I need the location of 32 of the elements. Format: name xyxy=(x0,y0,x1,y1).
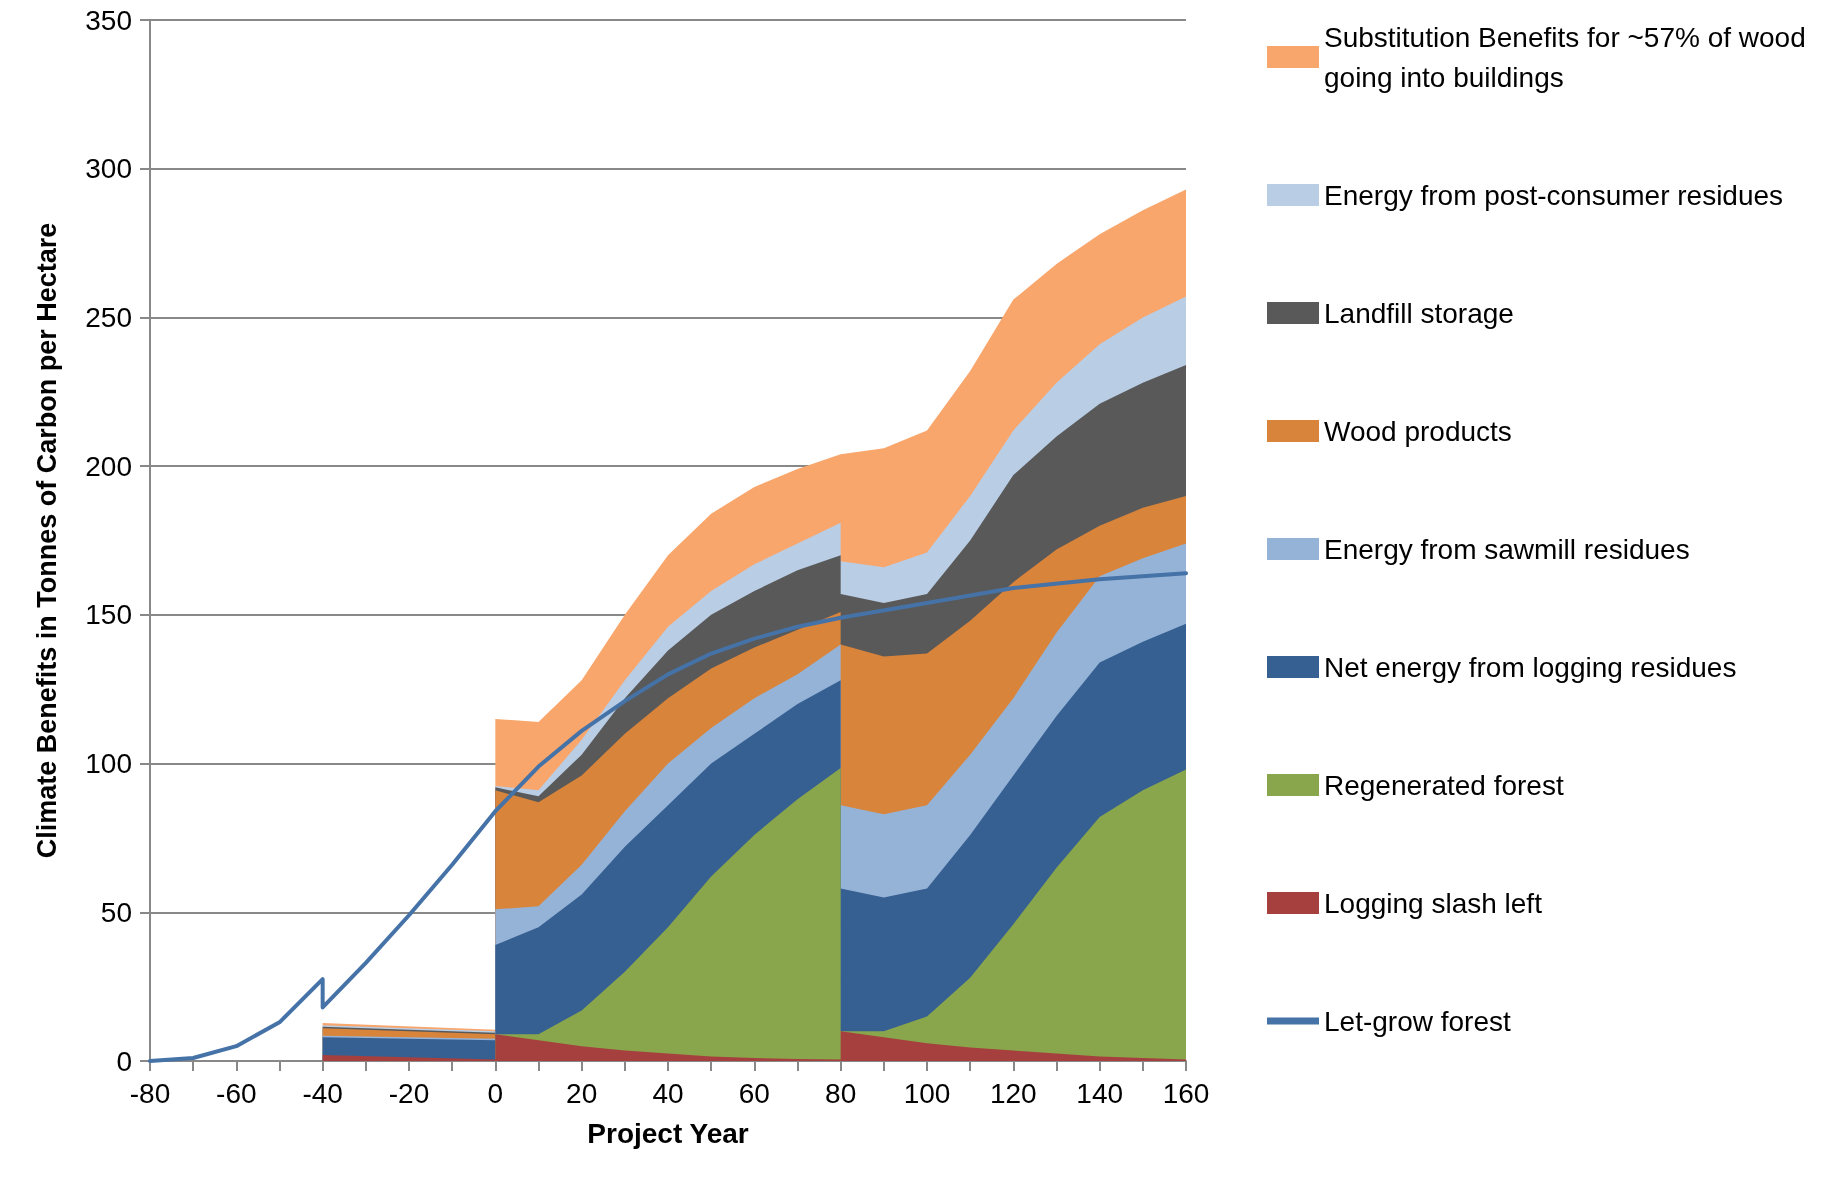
x-tick-label: 140 xyxy=(1076,1077,1124,1109)
x-tick-label: -80 xyxy=(129,1077,171,1109)
x-tick-label: 0 xyxy=(487,1077,504,1109)
x-tick-label: 120 xyxy=(989,1077,1037,1109)
legend-label: Energy from post-consumer residues xyxy=(1324,179,1784,211)
y-axis-title: Climate Benefits in Tonnes of Carbon per Hectare xyxy=(31,222,62,859)
y-tick-label: 150 xyxy=(85,599,132,631)
legend-label: Landfill storage xyxy=(1324,297,1514,329)
legend-label: Wood products xyxy=(1324,415,1512,447)
x-tick-label: 40 xyxy=(652,1077,684,1109)
y-tick-label: 0 xyxy=(116,1045,132,1077)
x-tick-label: 20 xyxy=(566,1077,598,1109)
y-tick-label: 350 xyxy=(85,4,132,36)
legend-label: Substitution Benefits for ~57% of wood going into buildings xyxy=(1324,21,1814,93)
y-tick-label: 250 xyxy=(85,301,132,333)
legend-label: Logging slash left xyxy=(1324,887,1543,919)
x-tick-label: 80 xyxy=(825,1077,857,1109)
x-tick-label: 60 xyxy=(738,1077,770,1109)
legend-label: Regenerated forest xyxy=(1324,769,1564,801)
legend-label: Energy from sawmill residues xyxy=(1324,533,1690,565)
x-tick-label: 100 xyxy=(903,1077,951,1109)
x-axis-title: Project Year xyxy=(587,1117,749,1149)
legend-label: Let-grow forest xyxy=(1324,1005,1511,1037)
x-tick-label: -60 xyxy=(216,1077,257,1109)
x-tick-label: -20 xyxy=(388,1077,430,1109)
y-tick-label: 200 xyxy=(85,450,132,482)
y-tick-label: 50 xyxy=(100,896,132,928)
y-tick-label: 300 xyxy=(85,153,132,185)
y-tick-label: 100 xyxy=(85,748,132,780)
x-tick-label: 160 xyxy=(1162,1077,1210,1109)
legend-label: Net energy from logging residues xyxy=(1324,651,1737,683)
x-tick-label: -40 xyxy=(302,1077,343,1109)
